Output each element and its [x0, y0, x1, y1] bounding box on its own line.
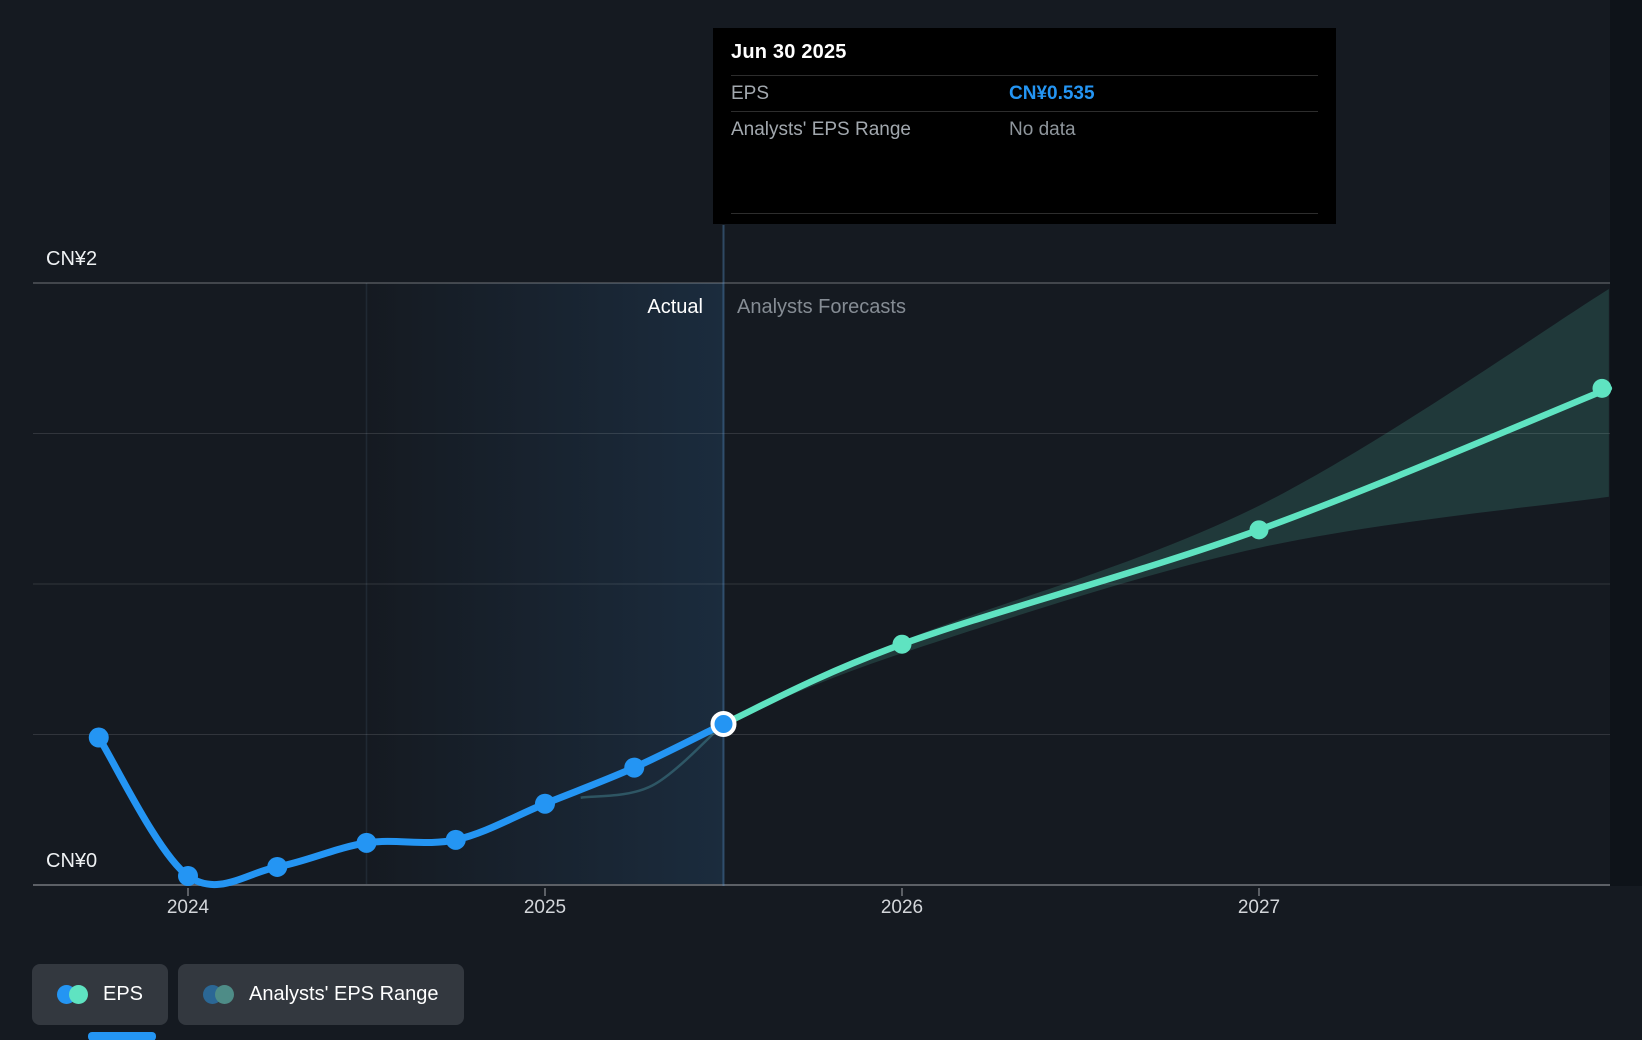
legend-range-label: Analysts' EPS Range	[249, 983, 439, 1005]
scrollbar-thumb[interactable]	[88, 1032, 156, 1040]
forecast-data-point[interactable]	[1592, 378, 1612, 398]
forecast-zone-label: Analysts Forecasts	[737, 296, 906, 318]
plot-right-margin	[1610, 0, 1642, 886]
actual-data-point[interactable]	[267, 856, 288, 877]
eps-legend-dots	[57, 985, 88, 1004]
eps-mint-dot-icon	[69, 985, 88, 1004]
range-teal-dot-icon	[215, 985, 235, 1004]
ttm-highlight-band	[366, 283, 724, 886]
analysts-eps-range-area	[723, 289, 1609, 724]
y-axis-label-0: CN¥0	[46, 850, 98, 872]
forecast-eps-line	[720, 385, 1613, 728]
forecast-data-point[interactable]	[1249, 520, 1269, 540]
tooltip-range-value: No data	[1009, 118, 1076, 140]
tooltip-divider	[731, 111, 1318, 112]
actual-data-point[interactable]	[178, 865, 198, 886]
tooltip-date: Jun 30 2025	[731, 41, 847, 63]
tooltip-spacer	[731, 147, 1318, 213]
actual-data-point[interactable]	[535, 793, 555, 814]
selected-data-point[interactable]	[710, 710, 737, 737]
forecast-data-point[interactable]	[892, 634, 912, 654]
y-axis-label-2: CN¥2	[46, 248, 98, 270]
tooltip-range-label: Analysts' EPS Range	[731, 118, 911, 140]
actual-data-point[interactable]	[356, 832, 377, 853]
legend-eps-label: EPS	[103, 983, 144, 1005]
tooltip-divider	[731, 213, 1318, 214]
tooltip-row-eps: EPS CN¥0.535	[731, 76, 1318, 111]
legend: EPS Analysts' EPS Range	[32, 964, 464, 1025]
tooltip-row-range: Analysts' EPS Range No data	[731, 112, 1318, 147]
tooltip: Jun 30 2025 EPS CN¥0.535 Analysts' EPS R…	[713, 28, 1336, 224]
range-legend-dots	[203, 985, 235, 1004]
x-axis-label-2026: 2026	[880, 897, 924, 918]
actual-zone-label: Actual	[647, 296, 703, 318]
actual-data-point[interactable]	[88, 727, 109, 748]
legend-item-analysts-eps-range[interactable]: Analysts' EPS Range	[178, 964, 464, 1025]
x-axis-label-2024: 2024	[166, 897, 210, 918]
actual-data-point[interactable]	[624, 757, 645, 778]
x-axis-label-2027: 2027	[1237, 897, 1281, 918]
legend-item-eps[interactable]: EPS	[32, 964, 169, 1025]
prior-forecast-line	[580, 723, 725, 799]
tooltip-eps-value: CN¥0.535	[1009, 82, 1095, 104]
actual-data-point[interactable]	[445, 829, 466, 850]
tooltip-eps-label: EPS	[731, 82, 770, 104]
tooltip-divider	[731, 75, 1318, 76]
x-axis-label-2025: 2025	[523, 897, 567, 918]
